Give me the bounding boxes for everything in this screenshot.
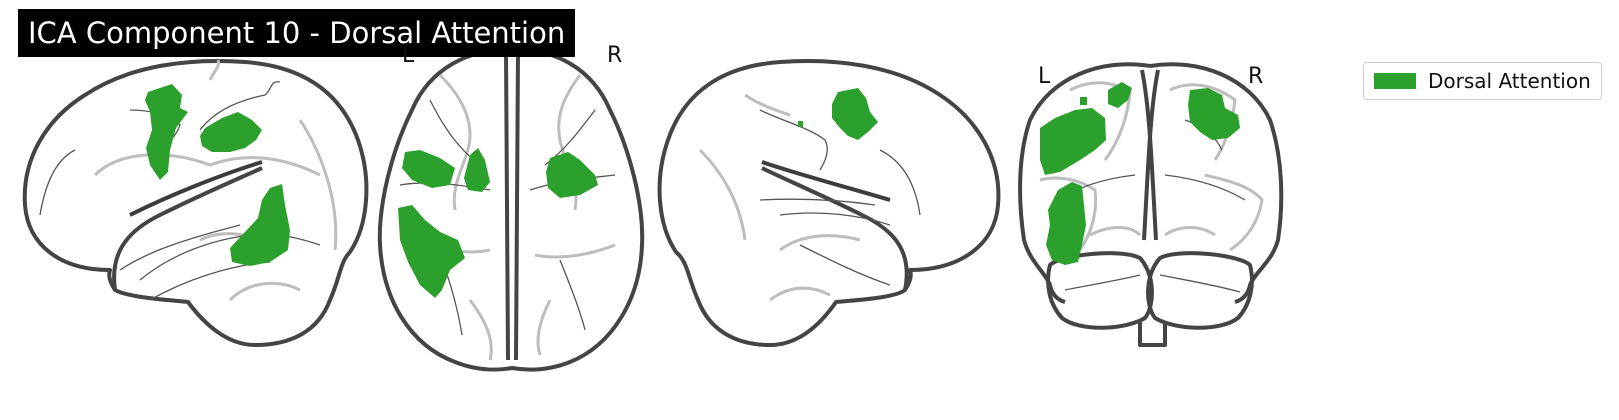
coronal-left-label: L: [1038, 64, 1051, 89]
activation-blob: [398, 205, 465, 298]
activation-blob: [200, 112, 262, 152]
activation-blob: [230, 184, 290, 266]
coronal-view: [1018, 62, 1284, 347]
right-sagittal-temporal: [761, 166, 909, 291]
figure-title: ICA Component 10 - Dorsal Attention: [18, 9, 576, 57]
activation-blob: [464, 148, 490, 192]
activation-blob: [832, 88, 878, 140]
legend-swatch: [1374, 73, 1416, 89]
right-sagittal-view: [657, 58, 1001, 347]
coronal-brainstem: [1138, 322, 1167, 347]
coronal-midline: [1140, 69, 1160, 241]
axial-right-label: R: [607, 43, 623, 68]
axial-midline: [504, 51, 520, 361]
coronal-right-label: R: [1248, 64, 1264, 89]
coronal-cerebellum-right: [1146, 251, 1254, 330]
activation-blob: [1046, 182, 1086, 265]
left-sagittal-temporal: [112, 166, 263, 291]
right-sagittal-outline: [657, 58, 1001, 347]
activation-blob: [1188, 88, 1240, 140]
activation-blob: [1108, 82, 1132, 108]
left-sagittal-view: [22, 58, 369, 347]
activation-blob: [402, 150, 455, 188]
activation-blob: [145, 84, 188, 180]
axial-view: [377, 47, 645, 372]
activation-blob: [1080, 97, 1087, 105]
activation-blob: [798, 121, 803, 127]
activation-blob: [1040, 108, 1106, 175]
left-sagittal-outline: [22, 58, 369, 347]
axial-outline: [377, 47, 645, 372]
legend: Dorsal Attention: [1363, 62, 1602, 100]
axial-left-label: L: [402, 43, 415, 68]
coronal-cerebellum-left: [1046, 251, 1154, 330]
legend-label: Dorsal Attention: [1428, 69, 1591, 93]
activation-blob: [546, 152, 598, 198]
coronal-outline: [1018, 62, 1284, 304]
